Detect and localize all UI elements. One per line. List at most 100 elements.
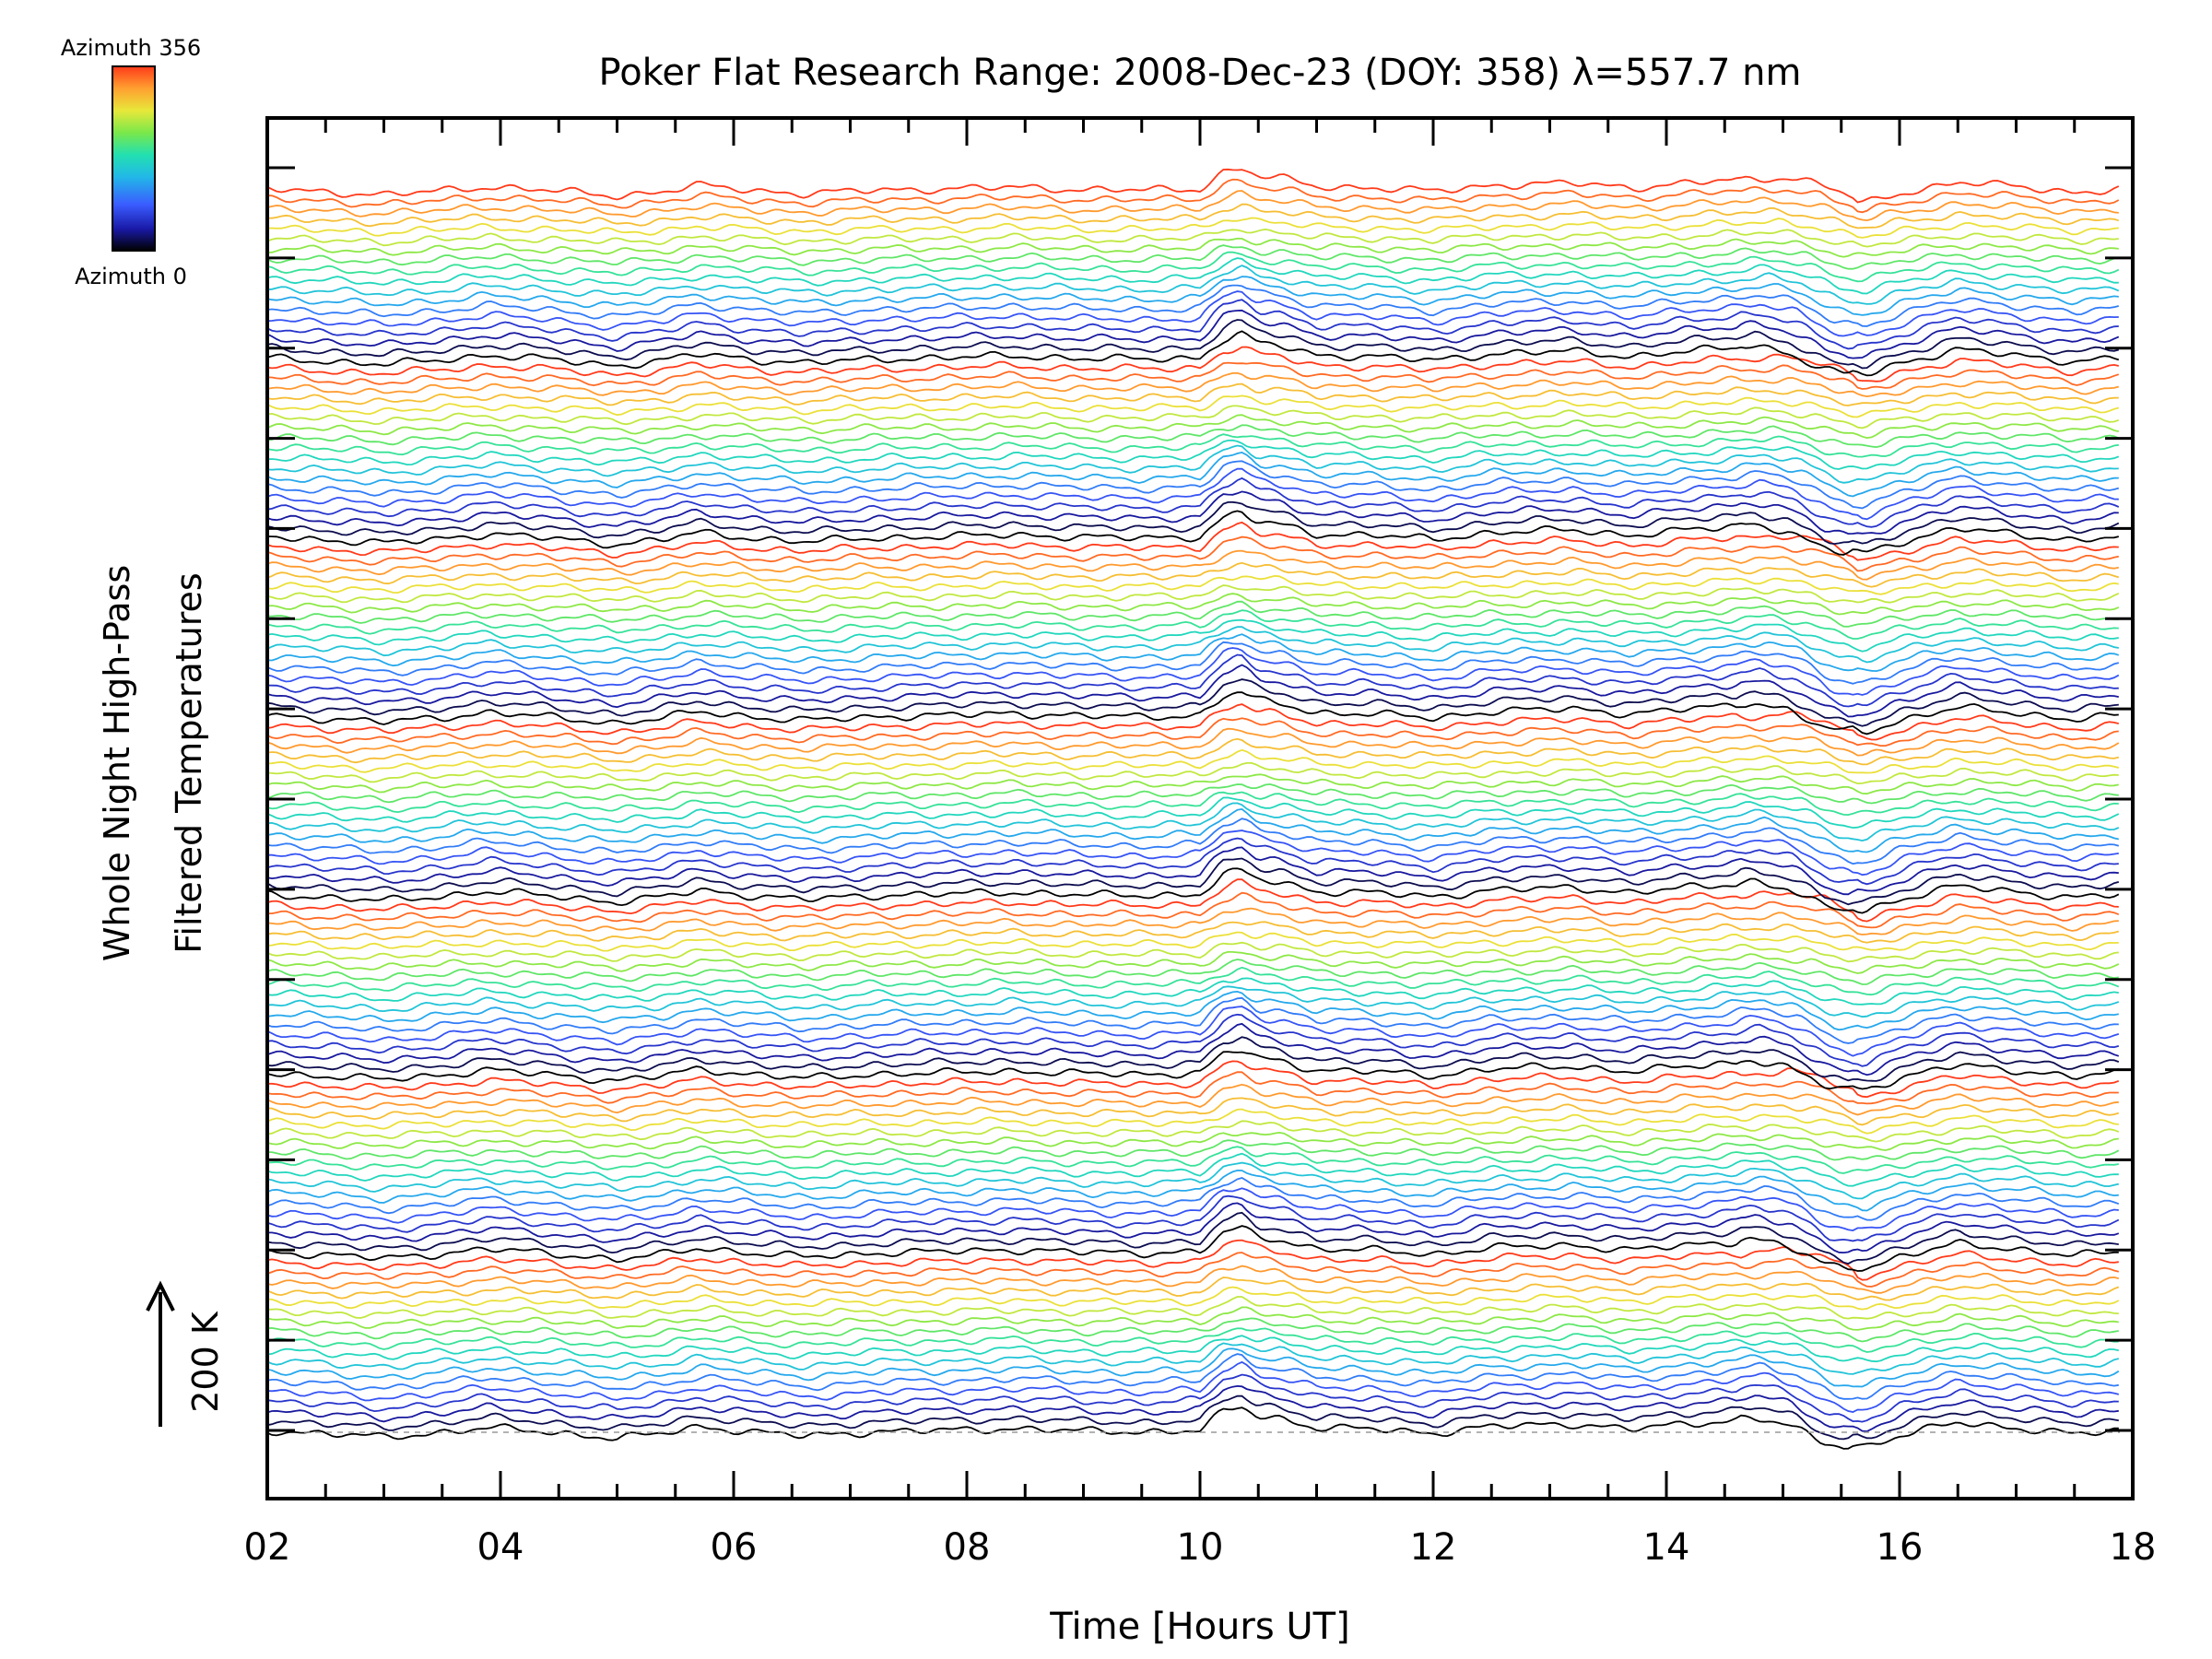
trace-line (267, 867, 2120, 914)
scale-label: 200 K (185, 1311, 226, 1413)
trace-line (267, 703, 2120, 741)
trace-line (267, 1060, 2120, 1099)
trace-line (267, 1006, 2120, 1057)
trace-line (267, 782, 2119, 805)
trace-line (267, 1252, 2120, 1288)
trace-line (267, 959, 2119, 985)
trace-line (267, 1384, 2119, 1432)
trace-line (267, 1187, 2119, 1232)
trace-line (267, 921, 2120, 944)
trace-line (267, 717, 2119, 747)
trace-line (267, 990, 2119, 1031)
trace-line (267, 830, 2119, 877)
x-axis-label: Time [Hours UT] (1049, 1606, 1349, 1648)
trace-line (267, 549, 2119, 581)
trace-line (267, 265, 2120, 305)
trace-lines (267, 168, 2120, 1450)
trace-line (267, 748, 2120, 774)
trace-line (267, 1169, 2119, 1212)
trace-line (267, 190, 2119, 222)
trace-line (267, 168, 2120, 204)
trace-line (267, 1177, 2120, 1221)
trace-line (267, 1083, 2119, 1116)
trace-line (267, 1335, 2119, 1363)
trace-line (267, 846, 2119, 896)
trace-line (267, 796, 2120, 830)
trace-line (267, 691, 2119, 735)
trace-line (267, 1225, 2119, 1272)
trace-line (267, 647, 2120, 696)
trace-line (267, 1146, 2119, 1174)
trace-line (267, 802, 2120, 842)
trace-line (267, 346, 2119, 382)
trace-line (267, 203, 2120, 229)
trace-line (267, 405, 2120, 429)
trace-line (267, 1286, 2120, 1311)
trace-line (267, 1317, 2119, 1343)
colorbar-bottom-label: Azimuth 0 (75, 264, 187, 289)
trace-line (267, 633, 2120, 673)
x-tick-labels: 02 04 06 08 10 12 14 16 18 (244, 1526, 2157, 1569)
trace-line (267, 574, 2119, 595)
x-tick-label: 08 (944, 1526, 991, 1569)
scale-arrow-head (146, 1280, 175, 1312)
x-tick-label: 02 (244, 1526, 291, 1569)
trace-line (267, 1161, 2120, 1200)
trace-line (267, 319, 2120, 370)
trace-line (267, 837, 2119, 886)
trace-line (267, 641, 2120, 685)
trace-line (267, 361, 2120, 390)
trace-line (267, 424, 2120, 449)
y-axis-label-line2: Filtered Temperatures (169, 572, 209, 953)
trace-line (267, 477, 2120, 528)
trace-line (267, 444, 2119, 484)
trace-line (267, 500, 2120, 546)
trace-line (267, 382, 2119, 406)
trace-line (267, 907, 2119, 935)
trace-line (267, 237, 2119, 258)
trace-line (267, 1139, 2120, 1161)
trace-line (267, 985, 2120, 1018)
trace-line (267, 1327, 2119, 1353)
x-tick-label: 18 (2110, 1526, 2157, 1569)
trace-line (267, 439, 2120, 470)
trace-line (267, 1347, 2120, 1388)
trace-line (267, 950, 2120, 974)
trace-line (267, 737, 2120, 766)
trace-line (267, 414, 2119, 440)
trace-line (267, 593, 2120, 616)
trace-line (267, 535, 2119, 572)
trace-line (267, 818, 2120, 865)
trace-line (267, 727, 2120, 757)
trace-line (267, 966, 2120, 996)
x-tick-label: 10 (1177, 1526, 1224, 1569)
trace-line (267, 276, 2119, 316)
trace-line (267, 257, 2119, 295)
scale-indicator: 200 K (146, 1280, 226, 1427)
trace-line (267, 1373, 2119, 1423)
trace-line (267, 600, 2119, 628)
trace-line (267, 1013, 2120, 1067)
trace-line (267, 290, 2119, 337)
trace-line (267, 284, 2120, 327)
trace-line (267, 678, 2119, 727)
trace-line (267, 451, 2119, 498)
trace-line (267, 857, 2120, 906)
x-tick-label: 04 (477, 1526, 524, 1569)
trace-line (267, 626, 2119, 664)
trace-line (267, 1108, 2119, 1135)
trace-line (267, 1360, 2120, 1413)
trace-line (267, 460, 2120, 510)
trace-line (267, 371, 2120, 398)
trace-line (267, 941, 2119, 963)
trace-line (267, 1051, 2120, 1090)
trace-line (267, 228, 2119, 248)
trace-line (267, 1131, 2119, 1151)
trace-line (267, 664, 2119, 718)
trace-line (267, 1211, 2119, 1265)
trace-line (267, 1394, 2119, 1441)
trace-line (267, 521, 2119, 561)
trace-line (267, 977, 2119, 1006)
trace-line (267, 618, 2119, 653)
